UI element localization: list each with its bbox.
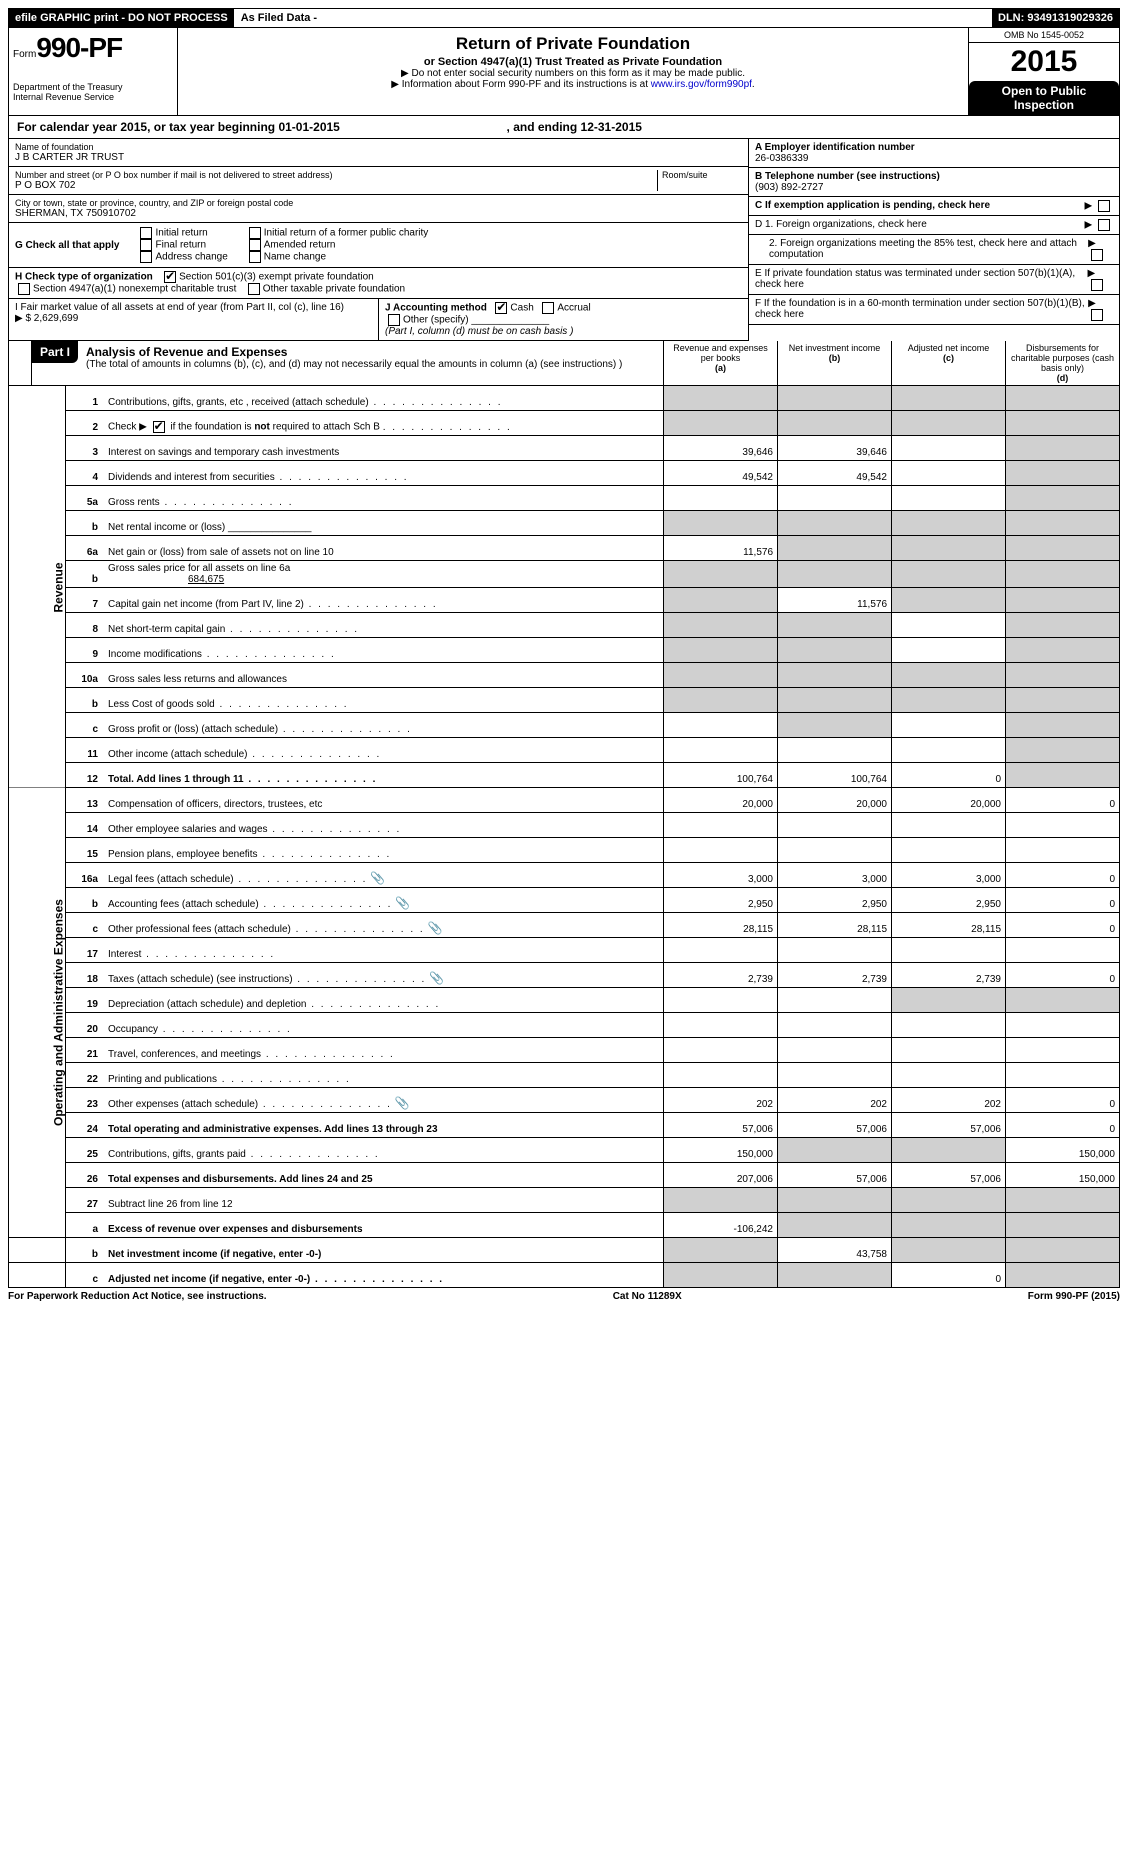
calendar-year-row: For calendar year 2015, or tax year begi… bbox=[8, 116, 1120, 139]
form-header: Form990-PF Department of the Treasury In… bbox=[8, 28, 1120, 116]
dln-label: DLN: 93491319029326 bbox=[992, 9, 1119, 27]
e-label: E If private foundation status was termi… bbox=[755, 268, 1088, 291]
ein-label: A Employer identification number bbox=[755, 142, 915, 153]
cb-schb[interactable] bbox=[153, 421, 165, 433]
city-state-zip: SHERMAN, TX 750910702 bbox=[15, 208, 742, 219]
g-label: G Check all that apply bbox=[15, 240, 119, 251]
h-label: H Check type of organization bbox=[15, 272, 153, 283]
cb-name-change[interactable] bbox=[249, 251, 261, 263]
attach-icon[interactable]: 📎 bbox=[429, 971, 444, 985]
efile-topbar: efile GRAPHIC print - DO NOT PROCESS As … bbox=[8, 8, 1120, 28]
cb-final-return[interactable] bbox=[140, 239, 152, 251]
attach-icon[interactable]: 📎 bbox=[427, 921, 442, 935]
form-subtitle: or Section 4947(a)(1) Trust Treated as P… bbox=[186, 56, 960, 68]
form-number: Form990-PF bbox=[13, 32, 173, 64]
room-label: Room/suite bbox=[662, 170, 742, 180]
entity-info: Name of foundation J B CARTER JR TRUST N… bbox=[8, 139, 1120, 341]
section-g: G Check all that apply Initial return Fi… bbox=[9, 223, 748, 268]
col-a: Revenue and expenses per books(a) bbox=[663, 341, 777, 385]
cb-4947a1[interactable] bbox=[18, 283, 30, 295]
cb-e[interactable] bbox=[1091, 279, 1103, 291]
form-note1: ▶ Do not enter social security numbers o… bbox=[186, 68, 960, 79]
form-title: Return of Private Foundation bbox=[186, 34, 960, 54]
cb-accrual[interactable] bbox=[542, 302, 554, 314]
cb-initial-return[interactable] bbox=[140, 227, 152, 239]
j-note: (Part I, column (d) must be on cash basi… bbox=[385, 326, 573, 337]
footer-mid: Cat No 11289X bbox=[613, 1291, 682, 1302]
col-b: Net investment income(b) bbox=[777, 341, 891, 385]
form-note2: ▶ Information about Form 990-PF and its … bbox=[186, 79, 960, 90]
section-h: H Check type of organization Section 501… bbox=[9, 268, 748, 299]
omb-number: OMB No 1545-0052 bbox=[969, 28, 1119, 43]
cb-c[interactable] bbox=[1098, 200, 1110, 212]
city-label: City or town, state or province, country… bbox=[15, 198, 742, 208]
part1-header: Part I Analysis of Revenue and Expenses … bbox=[8, 341, 1120, 386]
part1-title: Analysis of Revenue and Expenses bbox=[86, 345, 287, 359]
part1-desc: (The total of amounts in columns (b), (c… bbox=[86, 359, 622, 370]
dept-line1: Department of the Treasury bbox=[13, 82, 173, 92]
cb-amended[interactable] bbox=[249, 239, 261, 251]
part1-table: Revenue 1Contributions, gifts, grants, e… bbox=[8, 386, 1120, 1288]
footer-left: For Paperwork Reduction Act Notice, see … bbox=[8, 1291, 267, 1302]
footer-right: Form 990-PF (2015) bbox=[1028, 1291, 1120, 1302]
dept-line2: Internal Revenue Service bbox=[13, 92, 173, 102]
ein-value: 26-0386339 bbox=[755, 153, 808, 164]
part1-tag: Part I bbox=[32, 341, 78, 363]
cb-d2[interactable] bbox=[1091, 249, 1103, 261]
expenses-label: Operating and Administrative Expenses bbox=[9, 788, 66, 1238]
col-c: Adjusted net income(c) bbox=[891, 341, 1005, 385]
attach-icon[interactable]: 📎 bbox=[395, 1096, 410, 1110]
cb-address-change[interactable] bbox=[140, 251, 152, 263]
c-label: C If exemption application is pending, c… bbox=[755, 200, 990, 212]
attach-icon[interactable]: 📎 bbox=[370, 871, 385, 885]
tel-label: B Telephone number (see instructions) bbox=[755, 171, 940, 182]
col-d: Disbursements for charitable purposes (c… bbox=[1005, 341, 1119, 385]
d1-label: D 1. Foreign organizations, check here bbox=[755, 219, 927, 231]
cb-501c3[interactable] bbox=[164, 271, 176, 283]
name-label: Name of foundation bbox=[15, 142, 742, 152]
j-label: J Accounting method bbox=[385, 303, 487, 314]
tax-year: 2015 bbox=[969, 43, 1119, 81]
irs-link[interactable]: www.irs.gov/form990pf bbox=[651, 79, 752, 90]
revenue-label: Revenue bbox=[9, 386, 66, 788]
as-filed-label: As Filed Data - bbox=[235, 9, 992, 27]
cb-d1[interactable] bbox=[1098, 219, 1110, 231]
cb-initial-former[interactable] bbox=[249, 227, 261, 239]
foundation-name: J B CARTER JR TRUST bbox=[15, 152, 742, 163]
address: P O BOX 702 bbox=[15, 180, 657, 191]
i-value: ▶ $ 2,629,699 bbox=[15, 313, 78, 324]
cb-other-taxable[interactable] bbox=[248, 283, 260, 295]
d2-label: 2. Foreign organizations meeting the 85%… bbox=[755, 238, 1088, 261]
i-label: I Fair market value of all assets at end… bbox=[15, 302, 344, 313]
cb-f[interactable] bbox=[1091, 309, 1103, 321]
cb-cash[interactable] bbox=[495, 302, 507, 314]
open-public: Open to PublicInspection bbox=[969, 81, 1119, 115]
section-ij: I Fair market value of all assets at end… bbox=[9, 299, 748, 341]
attach-icon[interactable]: 📎 bbox=[395, 896, 410, 910]
page-footer: For Paperwork Reduction Act Notice, see … bbox=[8, 1288, 1120, 1305]
cb-other-method[interactable] bbox=[388, 314, 400, 326]
efile-label: efile GRAPHIC print - DO NOT PROCESS bbox=[9, 9, 235, 27]
tel-value: (903) 892-2727 bbox=[755, 182, 823, 193]
addr-label: Number and street (or P O box number if … bbox=[15, 170, 657, 180]
f-label: F If the foundation is in a 60-month ter… bbox=[755, 298, 1088, 321]
